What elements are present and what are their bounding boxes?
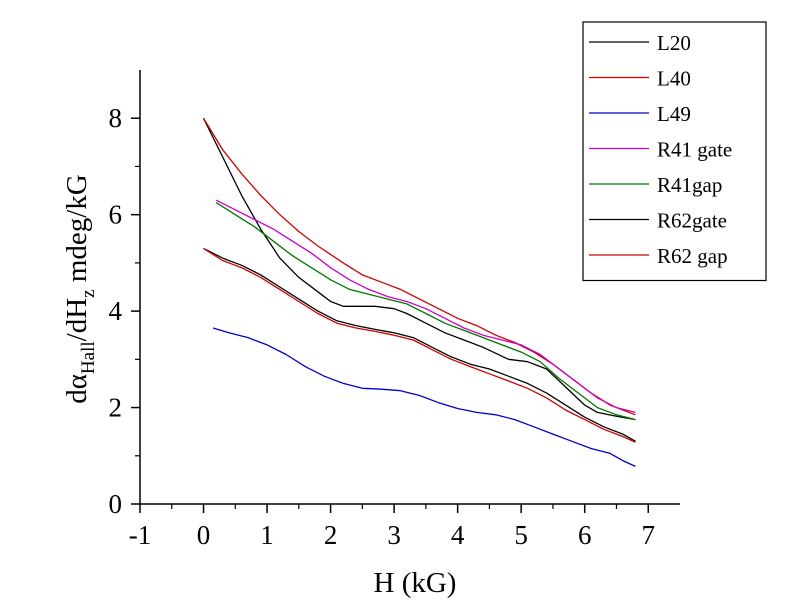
y-tick-label: 4 [109,296,123,326]
x-tick-label: 6 [578,520,592,550]
series-line-r41gap [215,202,636,421]
legend-box [582,21,767,282]
legend-label: R62 gap [657,244,728,268]
x-tick-label: 5 [514,520,528,550]
y-axis-title-part3: mdeg/kG [61,174,93,289]
legend-label: R41gap [657,173,722,197]
x-axis-title: H (kG) [374,567,457,599]
series-line-l40 [202,117,636,416]
y-axis-title-sub2: z [78,289,99,297]
series-line-r62gate [203,247,636,442]
y-axis-ticks: 0 2 4 6 8 [109,103,140,519]
plot-area [139,70,680,505]
x-tick-label: -1 [129,520,152,550]
series-line-l49 [212,327,636,467]
x-tick-label: 0 [197,520,211,550]
legend-label: R62gate [657,209,727,233]
y-tick-label: 2 [109,393,123,423]
series-line-r41-gate [215,199,636,414]
y-tick-label: 8 [109,103,123,133]
x-tick-label: 2 [324,520,338,550]
x-tick-label: 1 [260,520,274,550]
y-axis-title-part1: dα [61,374,93,404]
legend-label: L49 [657,102,691,126]
y-axis-title: dαHall/dHz mdeg/kG [61,174,99,404]
legend-label: L40 [657,67,691,91]
x-tick-label: 7 [641,520,655,550]
y-tick-label: 0 [109,489,123,519]
y-tick-label: 6 [109,200,123,230]
y-axis-title-part2: /dH [61,298,93,342]
legend: L20 L40 L49 R41 gate R41gap R62gate R62 gap [582,21,767,282]
series-lines [202,117,636,467]
legend-label: L20 [657,31,691,55]
x-tick-label: 4 [451,520,465,550]
legend-label: R41 gate [657,138,732,162]
series-line-r62-gap [203,247,636,443]
x-axis-ticks: -1 0 1 2 3 4 5 6 7 [129,504,655,550]
series-line-l20 [202,117,636,421]
x-tick-label: 3 [387,520,401,550]
y-axis-title-sub1: Hall [78,341,99,374]
